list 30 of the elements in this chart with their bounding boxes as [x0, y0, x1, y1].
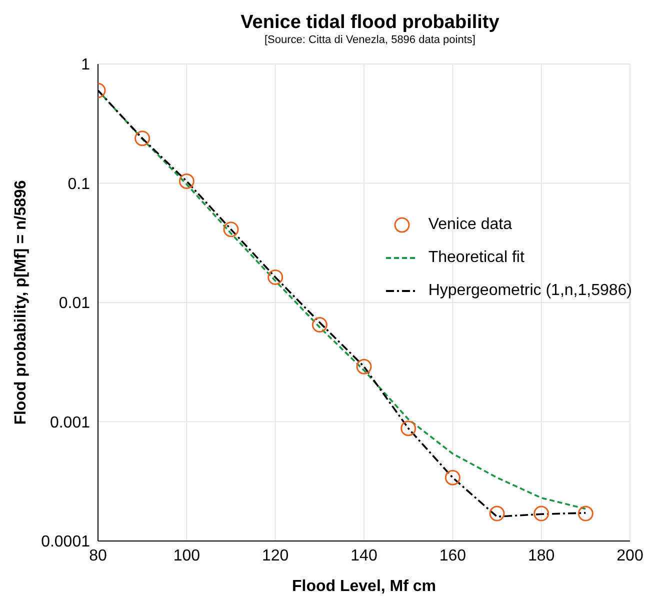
x-tick-label: 160 [439, 547, 466, 564]
x-axis-title: Flood Level, Mf cm [292, 578, 436, 595]
y-tick-label: 0.01 [58, 295, 90, 312]
y-tick-label: 1 [81, 56, 90, 74]
y-axis-title: Flood probability, p[Mf] = n/5896 [12, 180, 30, 425]
point [444, 470, 460, 486]
point [268, 269, 284, 285]
chart-subtitle: [Source: Citta di Venezla, 5896 data points] [264, 34, 476, 46]
x-tick-label: 100 [173, 547, 200, 564]
x-tick-label: 140 [350, 547, 378, 564]
y-tick-label: 0.001 [50, 414, 90, 432]
legend-label: Theoretical fit [428, 248, 524, 266]
chart-title: Venice tidal flood probability [240, 11, 500, 34]
y-tick-label: 0.1 [68, 176, 90, 193]
point [578, 506, 594, 522]
point [178, 173, 194, 189]
point [312, 317, 328, 333]
x-tick-label: 200 [616, 547, 644, 564]
x-tick-label: 80 [89, 547, 107, 564]
x-tick-label: 180 [528, 547, 555, 564]
point [134, 130, 150, 146]
legend-label: Hypergeometric (1,n,1,5986) [428, 282, 632, 300]
legend-label: Venice data [428, 216, 512, 234]
point [356, 358, 372, 374]
point [223, 222, 239, 238]
point [489, 506, 505, 522]
point [534, 506, 550, 522]
y-tick-label: 0.0001 [41, 534, 90, 551]
point [400, 420, 416, 436]
x-tick-label: 120 [262, 547, 289, 564]
